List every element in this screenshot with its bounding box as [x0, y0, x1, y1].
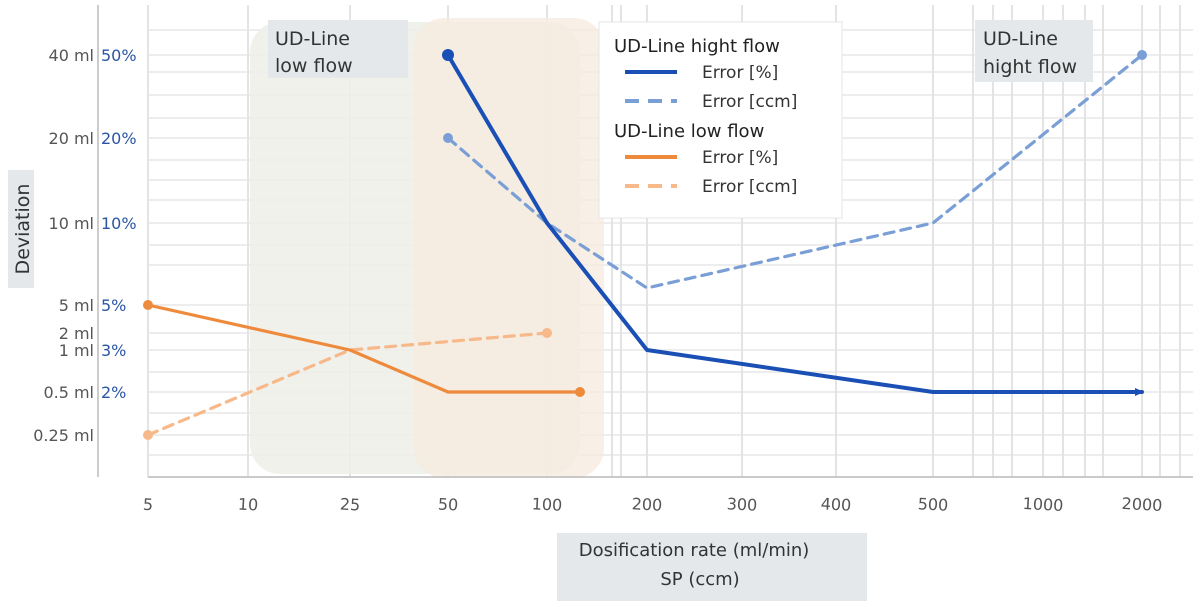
- y-tick-pct-10pct: 10%: [101, 214, 137, 233]
- series-point-end-3: [542, 328, 552, 338]
- y-tick-pct-50pct: 50%: [101, 46, 137, 65]
- y-tick-ml-05ml: 0.5 ml: [43, 383, 94, 402]
- y-tick-ml-2ml: 2 ml: [59, 324, 94, 343]
- series-line-2: [146, 303, 582, 394]
- x-tick-label-300: 300: [726, 494, 757, 515]
- series-point-start-0: [442, 49, 454, 61]
- y-tick-ml-5ml: 5 ml: [59, 296, 94, 315]
- x-tick-label-200: 200: [631, 494, 662, 515]
- ylabel-box: [8, 170, 34, 288]
- xlabel-box: [557, 533, 867, 601]
- y-tick-ml-10ml: 10 ml: [49, 214, 94, 233]
- legend-label-0-1: Error [ccm]: [702, 92, 797, 112]
- regions: UD-Line low flow UD-Line hight flow: [250, 18, 1093, 478]
- y-tick-ml-025ml: 0.25 ml: [33, 426, 94, 445]
- series-point-end-2: [575, 387, 585, 397]
- y-tick-pct-2pct: 2%: [101, 383, 126, 402]
- axes: 5 10 25 50 100 200 300 400 500 1000 2000 40 ml 20 ml…: [33, 5, 1193, 515]
- y-tick-pct-20pct: 20%: [101, 129, 137, 148]
- y-tick-ml-20ml: 20 ml: [49, 129, 94, 148]
- series-point-start-2: [143, 300, 153, 310]
- x-axis-title-line1: Dosification rate (ml/min): [579, 540, 810, 561]
- x-tick-label-2000: 2000: [1121, 494, 1163, 515]
- x-tick-label-100: 100: [531, 494, 562, 515]
- series-line-3: [146, 331, 549, 437]
- x-tick-label-1000: 1000: [1022, 494, 1064, 515]
- legend-label-0-0: Error [%]: [702, 63, 778, 83]
- series-point-start-3: [143, 430, 153, 440]
- legend-group-title-1: UD-Line low flow: [614, 121, 764, 142]
- series: [143, 49, 1147, 440]
- y-tick-pct-3pct: 3%: [101, 341, 126, 360]
- series-point-end-1: [1137, 50, 1147, 60]
- y-tick-ml-1ml: 1 ml: [59, 341, 94, 360]
- x-tick-label-25: 25: [339, 494, 360, 514]
- region-label-box-high: [975, 20, 1093, 82]
- series-line-1: [446, 53, 1144, 290]
- region-high-flow: [414, 18, 604, 478]
- legend-group-title-0: UD-Line hight flow: [614, 36, 780, 57]
- x-tick-label-5: 5: [142, 495, 153, 515]
- series-point-start-1: [443, 133, 453, 143]
- legend-label-1-1: Error [ccm]: [702, 177, 797, 197]
- region-label-high-line2: hight flow: [983, 56, 1077, 78]
- labels: Deviation Dosification rate (ml/min) SP (c…: [8, 170, 867, 601]
- x-tick-label-10: 10: [237, 494, 258, 514]
- y-tick-ml-40ml: 40 ml: [49, 46, 94, 65]
- y-axis-title: Deviation: [12, 184, 34, 275]
- x-axis-title-line2: SP (ccm): [660, 569, 739, 590]
- x-tick-label-500: 500: [917, 494, 948, 515]
- x-tick-label-50: 50: [437, 494, 458, 514]
- legend-box: [598, 21, 843, 219]
- x-tick-label-400: 400: [820, 494, 851, 515]
- region-label-low-line1: UD-Line: [275, 28, 350, 50]
- legend-label-1-0: Error [%]: [702, 148, 778, 168]
- y-tick-pct-5pct: 5%: [101, 296, 126, 315]
- legend: UD-Line hight flow Error [%] Error [ccm] UD…: [598, 21, 843, 219]
- region-label-high-line1: UD-Line: [983, 28, 1058, 50]
- region-label-box-low: [268, 20, 408, 78]
- region-label-low-line2: low flow: [275, 55, 353, 77]
